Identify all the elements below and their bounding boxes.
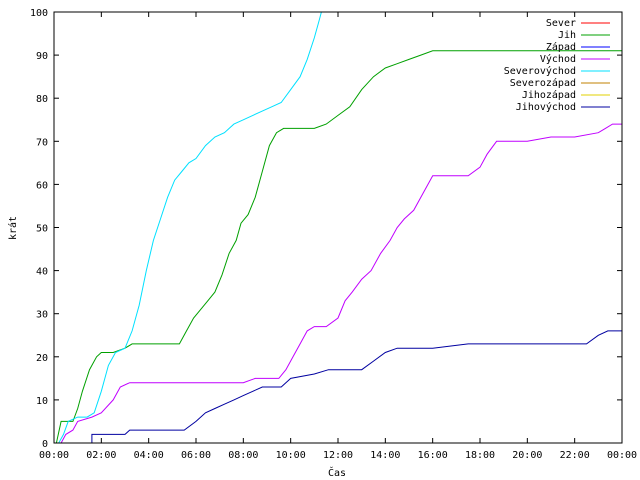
series-line-3 [60,123,622,444]
x-tick-label: 10:00 [276,450,306,461]
x-tick-label: 02:00 [86,450,116,461]
x-axis-label: Čas [328,466,346,479]
y-tick-label: 0 [42,439,48,450]
x-tick-label: 06:00 [181,450,211,461]
legend-entry-label: Jihovýchod [516,101,576,113]
series-line-4 [58,11,322,444]
legend-entry-label: Jihozápad [522,89,576,101]
axes: 0 10 20 30 40 50 60 70 80 90 100 00:00 02:00 04:00 06:… [30,8,637,461]
legend: SeverJihZápadVýchodSeverovýchodSeverozáp… [504,18,610,113]
x-tick-label: 00:00 [607,450,637,461]
y-tick-label: 10 [36,396,48,407]
y-tick-label: 100 [30,8,48,19]
y-tick-label: 50 [36,224,48,235]
legend-entry-label: Západ [546,41,576,53]
series-line-7 [91,330,622,443]
y-tick-label: 60 [36,180,48,191]
y-tick-label: 70 [36,137,48,148]
x-tick-label: 22:00 [560,450,590,461]
x-tick-label: 08:00 [228,450,258,461]
series-layer [55,11,622,444]
x-tick-label: 12:00 [323,450,353,461]
x-tick-label: 04:00 [134,450,164,461]
series-line-1 [55,50,622,444]
x-tick-label: 18:00 [465,450,495,461]
legend-entry-label: Jih [558,30,576,41]
legend-entry-label: Severovýchod [504,65,576,77]
y-tick-label: 30 [36,310,48,321]
y-tick-label: 40 [36,267,48,278]
y-tick-label: 90 [36,51,48,62]
x-tick-label: 00:00 [39,450,69,461]
y-tick-label: 20 [36,353,48,364]
legend-entry-label: Sever [546,18,576,29]
x-tick-label: 16:00 [418,450,448,461]
y-axis-label: krát [7,216,19,240]
legend-entry-label: Východ [540,53,576,65]
y-tick-label: 80 [36,94,48,105]
legend-entry-label: Severozápad [510,77,576,89]
plot-frame [53,11,623,444]
x-tick-label: 20:00 [512,450,542,461]
x-tick-label: 14:00 [370,450,400,461]
